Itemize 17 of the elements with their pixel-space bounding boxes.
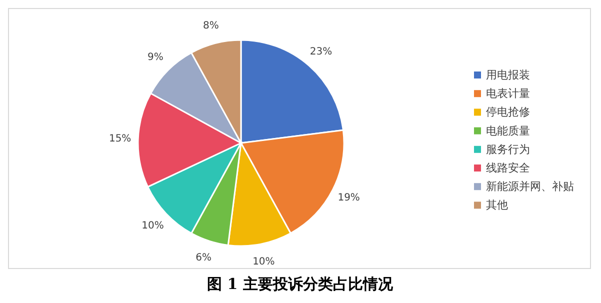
data-label: 15% — [108, 134, 132, 145]
data-label: 8% — [202, 20, 219, 32]
legend-label: 新能源并网、补贴 — [486, 180, 574, 194]
data-label: 19% — [338, 192, 360, 204]
data-label: 6% — [196, 252, 212, 264]
data-label: 10% — [142, 220, 164, 232]
data-label: 23% — [310, 46, 332, 58]
data-label: 10% — [252, 256, 275, 268]
text: 图 1 主要投诉分类占比情况 — [207, 275, 394, 293]
legend-label: 用电报装 — [486, 68, 530, 82]
legend-label: 电能质量 — [486, 124, 530, 138]
legend-label: 线路安全 — [486, 162, 530, 174]
data-label: 9% — [148, 52, 164, 63]
legend-label: 服务行为 — [486, 142, 530, 156]
legend-label: 停电抢修 — [486, 106, 530, 119]
legend-label: 电表计量 — [486, 87, 530, 100]
legend-label: 其他 — [486, 198, 508, 212]
